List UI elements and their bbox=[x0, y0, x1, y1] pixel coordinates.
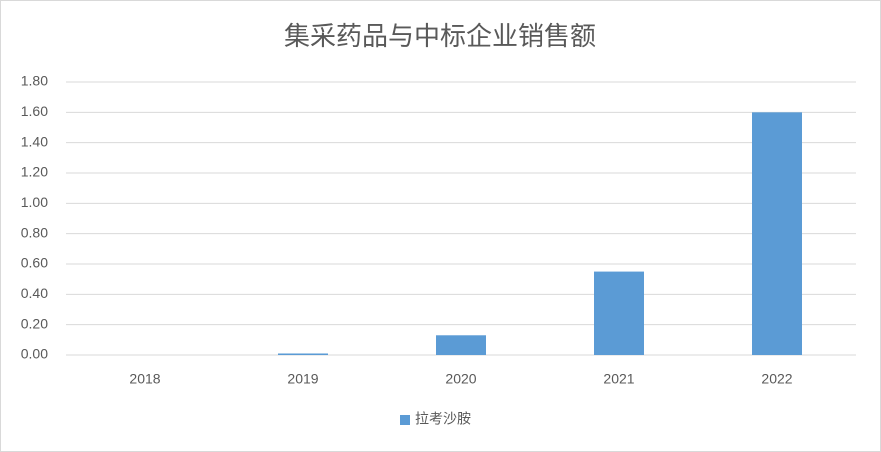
y-tick-label: 1.60 bbox=[21, 103, 48, 119]
chart-title: 集采药品与中标企业销售额 bbox=[284, 21, 596, 51]
x-tick-label: 2021 bbox=[603, 371, 634, 387]
legend-swatch bbox=[400, 415, 410, 425]
bar bbox=[278, 353, 328, 355]
bar bbox=[752, 112, 802, 355]
x-tick-label: 2020 bbox=[445, 371, 476, 387]
x-tick-label: 2019 bbox=[287, 371, 318, 387]
y-tick-label: 0.00 bbox=[21, 346, 48, 362]
y-tick-label: 0.40 bbox=[21, 285, 48, 301]
y-tick-label: 0.80 bbox=[21, 224, 48, 240]
y-tick-label: 1.40 bbox=[21, 133, 48, 149]
y-tick-label: 1.00 bbox=[21, 194, 48, 210]
x-tick-label: 2022 bbox=[761, 371, 792, 387]
y-tick-label: 1.80 bbox=[21, 73, 48, 89]
bar bbox=[436, 335, 486, 355]
y-tick-label: 0.20 bbox=[21, 315, 48, 331]
x-tick-label: 2018 bbox=[129, 371, 160, 387]
legend-label: 拉考沙胺 bbox=[415, 411, 471, 427]
y-tick-label: 0.60 bbox=[21, 255, 48, 271]
y-tick-label: 1.20 bbox=[21, 164, 48, 180]
bar bbox=[594, 271, 644, 355]
